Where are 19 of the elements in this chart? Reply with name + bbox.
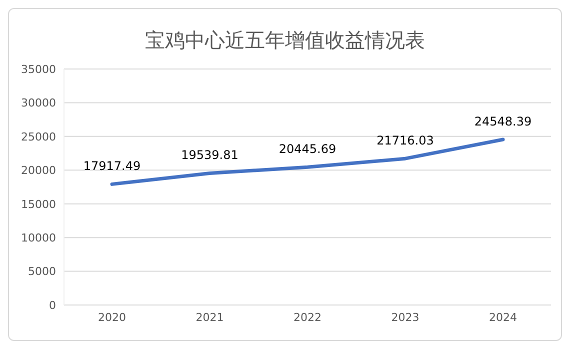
y-tick-label: 30000 [21, 96, 56, 110]
chart-title: 宝鸡中心近五年增值收益情况表 [144, 27, 426, 54]
x-tick-label: 2020 [98, 310, 126, 324]
data-label: 24548.39 [474, 114, 532, 128]
data-label: 21716.03 [376, 134, 434, 148]
y-tick-label: 10000 [21, 231, 56, 244]
y-tick-label: 5000 [28, 265, 56, 278]
x-tick-label: 2023 [391, 310, 420, 324]
x-tick-label: 2022 [294, 310, 322, 324]
y-tick-label: 20000 [21, 164, 56, 178]
y-tick-label: 15000 [21, 198, 56, 211]
x-tick-label: 2024 [489, 310, 517, 324]
x-tick-label: 2021 [196, 310, 224, 324]
data-label: 19539.81 [181, 148, 238, 162]
y-tick-label: 25000 [21, 130, 56, 144]
data-label: 17917.49 [83, 159, 141, 174]
data-label: 20445.69 [278, 142, 336, 156]
y-tick-label: 0 [49, 298, 56, 312]
y-tick-label: 35000 [21, 62, 56, 76]
